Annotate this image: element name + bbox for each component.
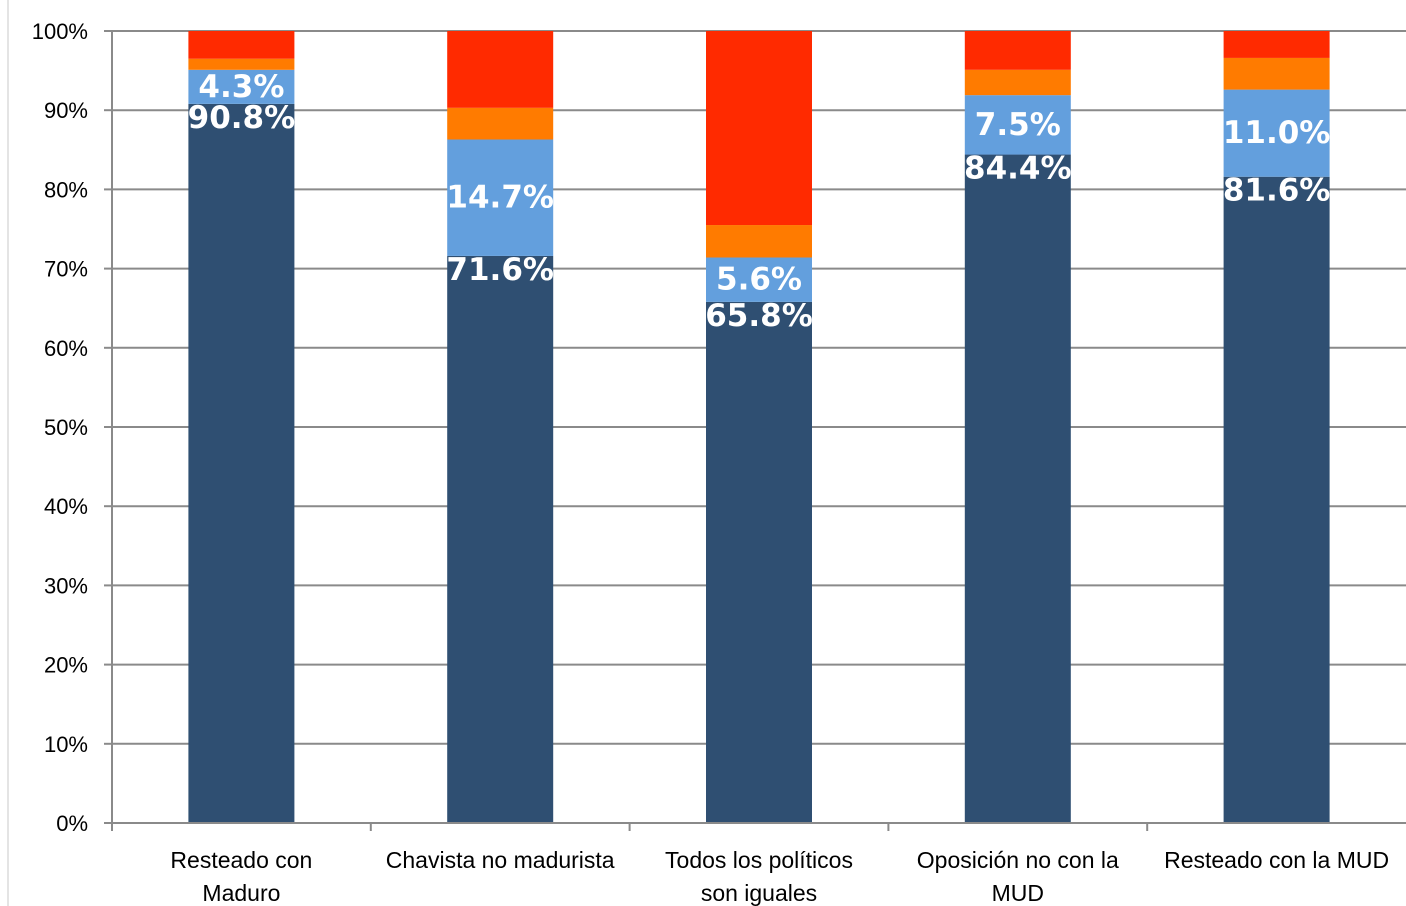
x-category-label: Todos los políticos [665, 847, 853, 873]
bar-segment [188, 69, 295, 104]
data-label: 90.8% [188, 100, 296, 136]
data-label: 11.0% [1223, 115, 1331, 151]
bar-segment [706, 257, 812, 302]
bar-segment [964, 69, 1071, 96]
bar-segment [1223, 176, 1330, 823]
bar-segment [964, 31, 1071, 70]
bar-segment [447, 31, 554, 108]
y-tick-label: 50% [44, 415, 88, 440]
data-label: 84.4% [964, 151, 1072, 187]
bar-segment [706, 31, 812, 226]
bar-segment [706, 301, 812, 823]
data-label: 71.6% [446, 252, 554, 288]
x-category-label: Oposición no con la [917, 847, 1119, 873]
data-label: 4.3% [198, 69, 284, 105]
y-tick-label: 60% [44, 336, 88, 361]
y-tick-label: 0% [56, 811, 88, 836]
bar-segment [1223, 89, 1330, 177]
bar-segment [1223, 31, 1330, 58]
x-category-label: Chavista no madurista [386, 847, 615, 873]
y-tick-label: 100% [32, 19, 88, 44]
bar-segment [188, 58, 295, 70]
data-label: 7.5% [975, 107, 1061, 143]
bar-segment [1223, 57, 1330, 90]
bar-segment [706, 225, 812, 258]
bars [188, 31, 1330, 824]
x-category-label: son iguales [701, 880, 817, 906]
data-labels: 90.8%4.3% 71.6% 14.7% 65.8%5.6% 84.4% 7.5% 81.… [188, 69, 1331, 334]
y-tick-label: 20% [44, 653, 88, 678]
y-tick-label: 70% [44, 257, 88, 282]
bar-segment [188, 103, 295, 823]
data-label: 81.6% [1223, 173, 1331, 209]
y-tick-label: 30% [44, 573, 88, 598]
bar-segment [447, 139, 554, 256]
bar-segment [188, 31, 295, 59]
x-category-label: MUD [992, 880, 1044, 906]
bar-segment [964, 95, 1071, 155]
y-tick-label: 10% [44, 732, 88, 757]
x-category-label: Resteado con [170, 847, 312, 873]
data-label: 14.7% [446, 180, 554, 216]
data-label: 5.6% [716, 262, 802, 298]
x-category-label: Resteado con la MUD [1164, 847, 1389, 873]
x-category-label: Maduro [202, 880, 280, 906]
bar-segment [447, 255, 554, 824]
bar-segment [964, 154, 1071, 823]
bar-segment [447, 107, 554, 140]
y-tick-label: 40% [44, 494, 88, 519]
axes: 0% 10% 20% 30% 40% 50% 60% 70% 80% 90% 100% Restead… [7, 0, 1406, 906]
y-tick-label: 90% [44, 98, 88, 123]
y-tick-label: 80% [44, 177, 88, 202]
data-label: 65.8% [705, 298, 813, 334]
